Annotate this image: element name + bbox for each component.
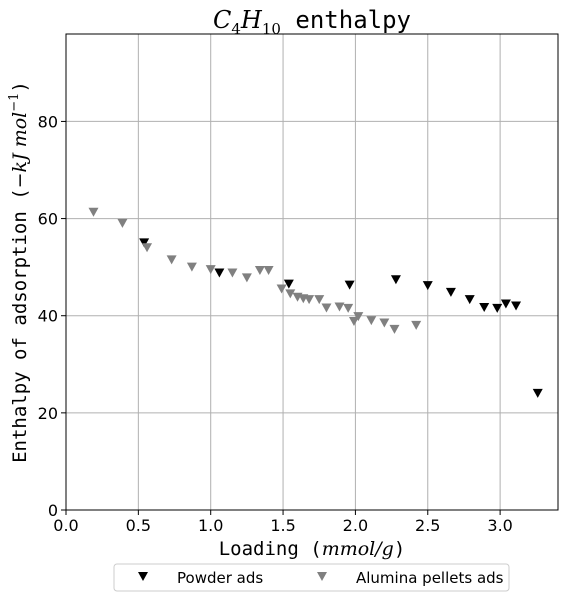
data-point-alumina-pellets-ads [343, 303, 354, 313]
data-point-alumina-pellets-ads [166, 255, 177, 265]
data-point-powder-ads [492, 303, 503, 313]
data-point-alumina-pellets-ads [379, 318, 390, 328]
data-point-powder-ads [445, 287, 456, 297]
data-point-alumina-pellets-ads [276, 284, 287, 294]
data-point-alumina-pellets-ads [227, 268, 238, 278]
ylabel-exp: −1 [7, 93, 22, 112]
x-tick-label: 3.0 [487, 516, 512, 535]
y-tick-label: 80 [38, 112, 58, 131]
x-tick-label: 0.0 [53, 516, 78, 535]
data-point-alumina-pellets-ads [254, 266, 265, 276]
data-point-alumina-pellets-ads [88, 207, 99, 217]
x-axis-label: Loading (mmol/g) [219, 538, 406, 560]
data-point-alumina-pellets-ads [314, 295, 325, 305]
xlabel-base: Loading ( [219, 538, 322, 560]
y-axis-ticks: 0 20 40 60 80 [38, 112, 66, 520]
data-point-powder-ads [532, 388, 543, 398]
x-tick-label: 2.0 [343, 516, 368, 535]
legend-box [113, 563, 510, 592]
x-tick-label: 0.5 [126, 516, 151, 535]
x-axis-ticks: 0.0 0.5 1.0 1.5 2.0 2.5 3.0 [53, 510, 513, 535]
data-point-alumina-pellets-ads [304, 295, 315, 305]
plot-background [66, 34, 558, 510]
data-point-alumina-pellets-ads [186, 262, 197, 272]
data-point-alumina-pellets-ads [389, 324, 400, 334]
y-tick-label: 40 [38, 307, 58, 326]
data-point-alumina-pellets-ads [321, 303, 332, 313]
data-point-alumina-pellets-ads [117, 218, 128, 228]
x-tick-label: 2.5 [415, 516, 440, 535]
y-tick-label: 0 [48, 501, 58, 520]
y-tick-label: 20 [38, 404, 58, 423]
legend-label-alumina: Alumina pellets ads [356, 569, 504, 587]
data-point-alumina-pellets-ads [205, 265, 216, 275]
title-rest: enthalpy [281, 6, 411, 34]
title-c: C [213, 6, 231, 34]
data-point-alumina-pellets-ads [263, 266, 274, 276]
data-point-powder-ads [283, 279, 294, 289]
ylabel-base: Enthalpy of adsorption ( [9, 188, 31, 463]
data-point-powder-ads [500, 299, 511, 309]
data-point-alumina-pellets-ads [241, 273, 252, 283]
legend: Powder ads Alumina pellets ads [113, 563, 510, 592]
data-point-alumina-pellets-ads [348, 317, 359, 327]
xlabel-unit: mmol/g [322, 538, 394, 560]
legend-marker-alumina [317, 572, 327, 581]
xlabel-close: ) [394, 538, 405, 560]
title-sub10: 10 [262, 20, 281, 38]
data-point-powder-ads [422, 281, 433, 291]
x-tick-label: 1.0 [198, 516, 223, 535]
ylabel-close: ) [9, 81, 31, 92]
title-sub4: 4 [231, 20, 241, 38]
data-point-powder-ads [344, 280, 355, 290]
title-h: H [240, 6, 263, 34]
data-point-alumina-pellets-ads [353, 312, 364, 322]
legend-label-powder: Powder ads [177, 569, 263, 587]
data-point-powder-ads [390, 275, 401, 285]
data-point-alumina-pellets-ads [366, 316, 377, 326]
data-point-alumina-pellets-ads [142, 243, 153, 253]
data-point-alumina-pellets-ads [411, 320, 422, 330]
data-markers [88, 207, 543, 398]
data-point-alumina-pellets-ads [334, 302, 345, 312]
y-axis-label: Enthalpy of adsorption (−kJ mol−1) [7, 81, 31, 463]
data-point-powder-ads [214, 268, 225, 278]
x-tick-label: 1.5 [270, 516, 295, 535]
data-point-powder-ads [464, 295, 475, 305]
data-point-powder-ads [511, 301, 522, 311]
y-tick-label: 60 [38, 210, 58, 229]
data-point-powder-ads [479, 302, 490, 312]
ylabel-unit: −kJ mol [9, 112, 31, 189]
grid [65, 34, 558, 511]
plot-frame [65, 33, 559, 511]
legend-marker-powder [138, 572, 148, 581]
chart-title: C4H10 enthalpy [213, 6, 411, 38]
data-point-alumina-pellets-ads [285, 289, 296, 299]
data-point-powder-ads [139, 238, 150, 248]
